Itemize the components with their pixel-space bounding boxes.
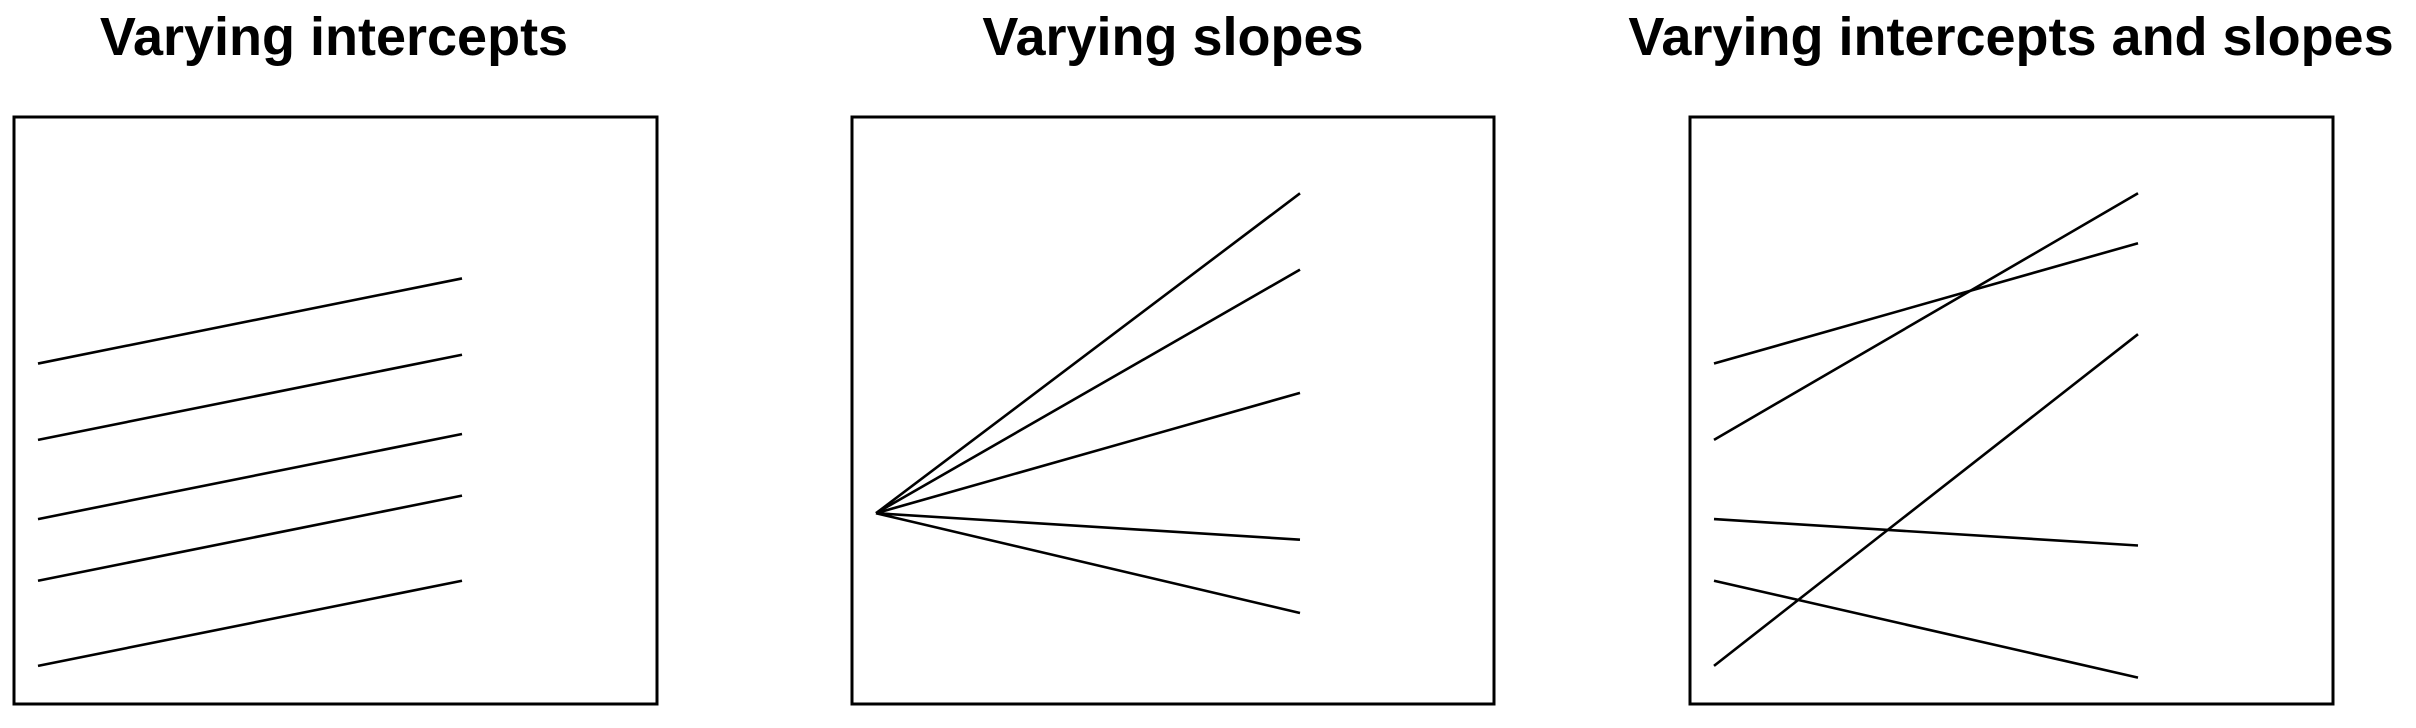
panel-title: Varying intercepts and slopes [1628, 7, 2393, 67]
series-line-5 [1713, 241, 2139, 365]
series-line-4 [875, 268, 1301, 515]
plot-frame [850, 115, 1496, 706]
panel-3: Varying intercepts and slopes [1628, 7, 2394, 706]
series-line-3 [37, 432, 463, 521]
series-line-3 [1713, 517, 2139, 547]
series-line-2 [37, 494, 463, 583]
plot-frame [12, 115, 659, 706]
series-line-1 [875, 511, 1301, 615]
series-line-5 [875, 192, 1301, 515]
panel-title: Varying slopes [982, 7, 1363, 67]
series-line-1 [37, 579, 463, 668]
series-line-2 [875, 511, 1301, 541]
series-line-2 [1713, 579, 2139, 679]
panel-2: Varying slopes [850, 7, 1496, 706]
series-line-1 [1713, 333, 2139, 667]
series-line-5 [37, 277, 463, 365]
series-line-3 [875, 391, 1301, 515]
series-line-4 [1713, 192, 2139, 441]
panel-title: Varying intercepts [100, 7, 568, 67]
series-line-4 [37, 353, 463, 442]
plot-frame [1688, 115, 2335, 706]
panel-1: Varying intercepts [12, 7, 659, 706]
